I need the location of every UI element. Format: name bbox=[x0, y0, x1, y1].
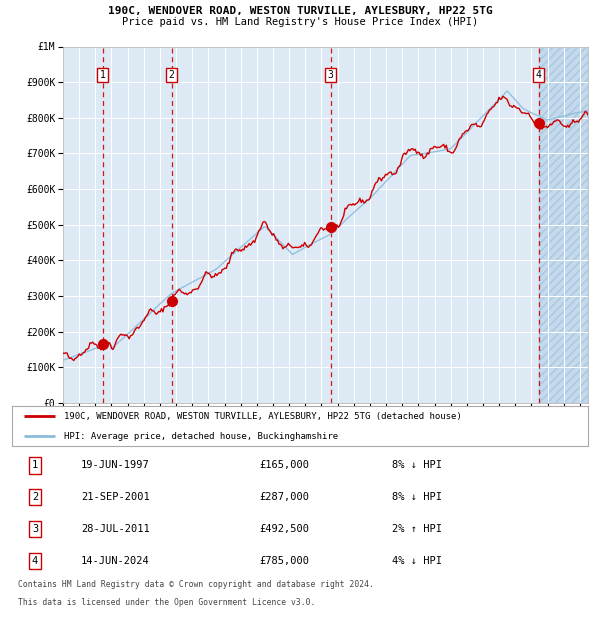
Text: 21-SEP-2001: 21-SEP-2001 bbox=[81, 492, 150, 502]
Text: 190C, WENDOVER ROAD, WESTON TURVILLE, AYLESBURY, HP22 5TG (detached house): 190C, WENDOVER ROAD, WESTON TURVILLE, AY… bbox=[64, 412, 461, 421]
Text: 4: 4 bbox=[536, 70, 542, 80]
Text: 1: 1 bbox=[32, 461, 38, 471]
Text: 2: 2 bbox=[32, 492, 38, 502]
Text: 3: 3 bbox=[32, 524, 38, 534]
Text: £165,000: £165,000 bbox=[260, 461, 310, 471]
Text: 2% ↑ HPI: 2% ↑ HPI bbox=[392, 524, 442, 534]
Text: Price paid vs. HM Land Registry's House Price Index (HPI): Price paid vs. HM Land Registry's House … bbox=[122, 17, 478, 27]
Text: £287,000: £287,000 bbox=[260, 492, 310, 502]
Text: Contains HM Land Registry data © Crown copyright and database right 2024.: Contains HM Land Registry data © Crown c… bbox=[18, 580, 374, 589]
Text: £785,000: £785,000 bbox=[260, 556, 310, 565]
Text: 2: 2 bbox=[169, 70, 175, 80]
Text: 4: 4 bbox=[32, 556, 38, 565]
Text: 14-JUN-2024: 14-JUN-2024 bbox=[81, 556, 150, 565]
Text: 28-JUL-2011: 28-JUL-2011 bbox=[81, 524, 150, 534]
Text: 8% ↓ HPI: 8% ↓ HPI bbox=[392, 492, 442, 502]
Text: 4% ↓ HPI: 4% ↓ HPI bbox=[392, 556, 442, 565]
Text: 19-JUN-1997: 19-JUN-1997 bbox=[81, 461, 150, 471]
Text: 3: 3 bbox=[328, 70, 334, 80]
Text: This data is licensed under the Open Government Licence v3.0.: This data is licensed under the Open Gov… bbox=[18, 598, 316, 608]
Text: HPI: Average price, detached house, Buckinghamshire: HPI: Average price, detached house, Buck… bbox=[64, 432, 338, 441]
Text: 190C, WENDOVER ROAD, WESTON TURVILLE, AYLESBURY, HP22 5TG: 190C, WENDOVER ROAD, WESTON TURVILLE, AY… bbox=[107, 6, 493, 16]
Bar bbox=[539, 46, 588, 403]
Text: 8% ↓ HPI: 8% ↓ HPI bbox=[392, 461, 442, 471]
Text: £492,500: £492,500 bbox=[260, 524, 310, 534]
Text: 1: 1 bbox=[100, 70, 106, 80]
